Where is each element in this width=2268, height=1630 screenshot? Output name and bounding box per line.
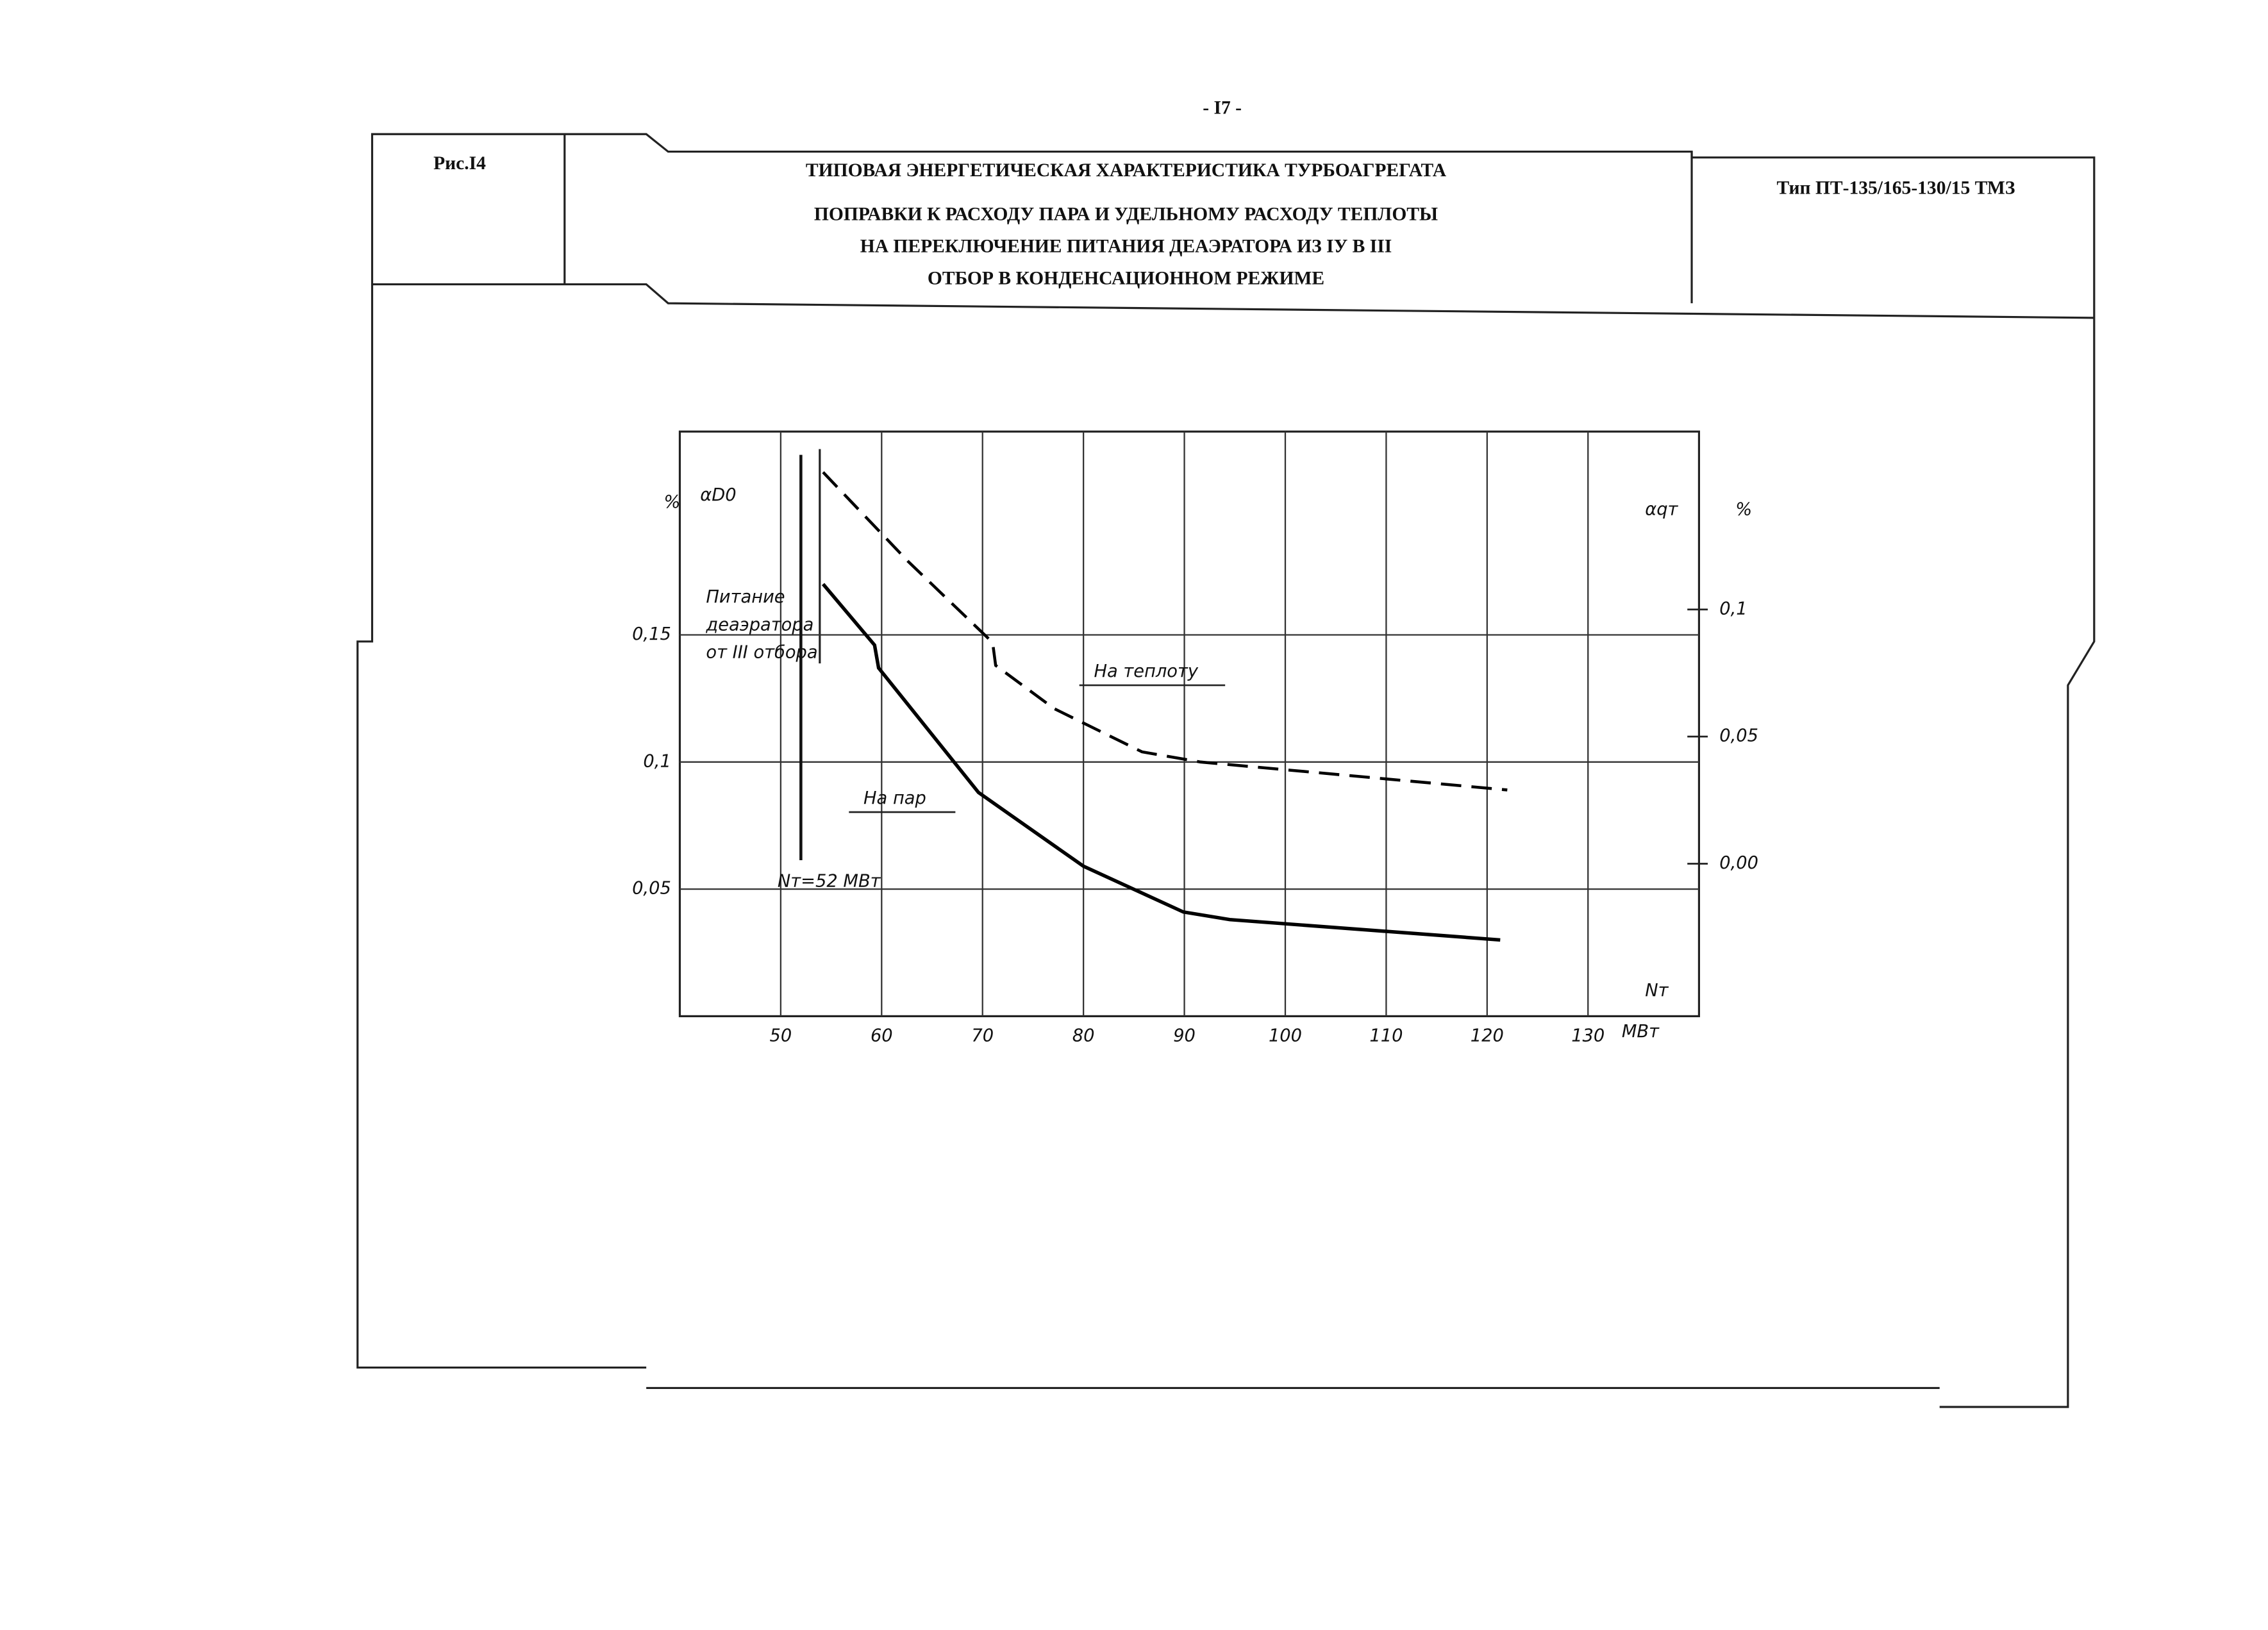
x-tick-label: 60 bbox=[871, 1026, 893, 1046]
page-number: - I7 - bbox=[1203, 97, 1242, 118]
x-tick-label: 90 bbox=[1173, 1026, 1196, 1046]
subtitle: ПОПРАВКИ К РАСХОДУ ПАРА И УДЕЛЬНОМУ РАСХ… bbox=[814, 204, 1438, 224]
x-tick-label: 120 bbox=[1471, 1026, 1504, 1046]
annotation: Питание bbox=[706, 587, 785, 607]
x-tick-label: 80 bbox=[1072, 1026, 1095, 1046]
x-axis-label: Nт bbox=[1645, 981, 1669, 1001]
frame bbox=[356, 284, 647, 1369]
figure-label: Рис.I4 bbox=[433, 153, 486, 174]
series-label: На пар bbox=[863, 788, 926, 808]
title: ТИПОВАЯ ЭНЕРГЕТИЧЕСКАЯ ХАРАКТЕРИСТИКА ТУ… bbox=[806, 160, 1447, 181]
frame bbox=[371, 133, 2096, 1408]
y-tick-label: 0,05 bbox=[632, 879, 671, 899]
x-tick-label: 110 bbox=[1369, 1026, 1403, 1046]
series-label: На теплоту bbox=[1094, 661, 1198, 681]
y-tick-label: 0,15 bbox=[632, 624, 671, 644]
x-tick-label: 50 bbox=[770, 1026, 792, 1046]
y-axis-unit: % bbox=[663, 492, 680, 512]
series-line bbox=[821, 583, 1501, 942]
subtitle: НА ПЕРЕКЛЮЧЕНИЕ ПИТАНИЯ ДЕАЭРАТОРА ИЗ IУ… bbox=[860, 236, 1392, 256]
x-tick-label: 100 bbox=[1269, 1026, 1302, 1046]
y2-tick-label: 0,1 bbox=[1719, 599, 1747, 619]
annotation: Nт=52 МВт bbox=[778, 872, 881, 892]
x-axis-unit: МВт bbox=[1622, 1022, 1660, 1042]
annotation: деаэратора bbox=[705, 615, 813, 635]
y2-tick-label: 0,05 bbox=[1719, 726, 1758, 746]
y2-tick-label: 0,00 bbox=[1719, 853, 1758, 873]
y2-axis-label: αqт bbox=[1645, 500, 1678, 520]
frame bbox=[372, 283, 2094, 319]
x-tick-label: 70 bbox=[971, 1026, 994, 1046]
y-axis-label: αD0 bbox=[700, 485, 736, 505]
x-tick-label: 130 bbox=[1571, 1026, 1605, 1046]
annotation: от III отбора bbox=[706, 643, 817, 663]
y-tick-label: 0,1 bbox=[643, 751, 671, 771]
subtitle: ОТБОР В КОНДЕНСАЦИОННОМ РЕЖИМЕ bbox=[928, 269, 1324, 289]
plot-frame bbox=[678, 430, 1700, 1017]
series-line bbox=[822, 471, 1508, 792]
turbine-type: Тип ПТ-135/165-130/15 ТМЗ bbox=[1777, 178, 2015, 198]
y2-axis-unit: % bbox=[1735, 500, 1752, 520]
